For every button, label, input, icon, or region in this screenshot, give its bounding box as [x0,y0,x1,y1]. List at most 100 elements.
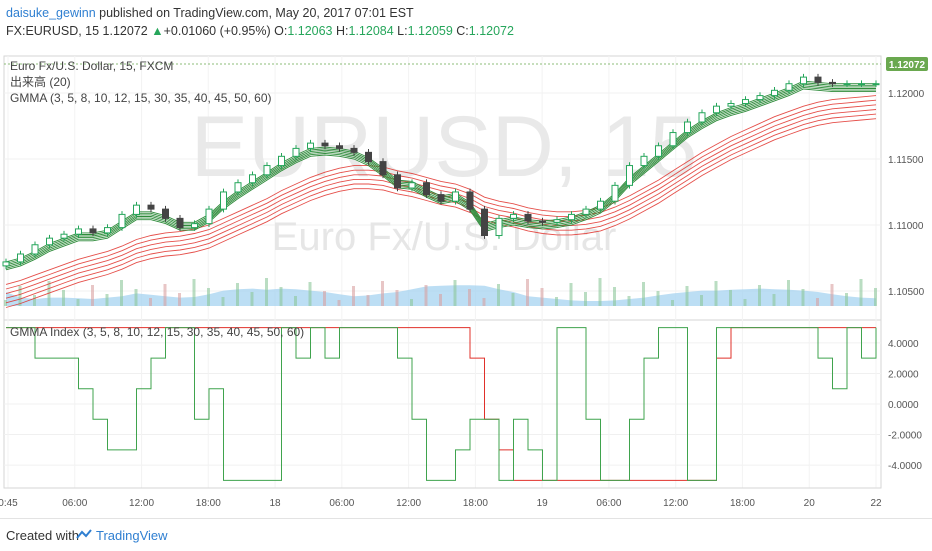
volume-bar [91,285,94,306]
legend-volume[interactable]: 出来高 (20) [10,74,71,89]
legend-gmma[interactable]: GMMA (3, 5, 8, 10, 12, 15, 30, 35, 40, 4… [10,91,272,105]
volume-bar [859,279,863,306]
index-axis-label: -2.0000 [888,431,922,442]
high-value: 1.12084 [348,24,394,38]
volume-bar [584,292,587,306]
candle-body [858,83,865,86]
candle-body [133,204,140,215]
candle-body [220,191,227,210]
candle-body [872,83,880,86]
candle-body [162,208,169,219]
long-ema-line [5,95,877,285]
volume-bar [569,283,573,306]
candle-body [539,220,546,223]
candle-body [829,81,836,85]
volume-bar [163,284,167,306]
volume-series [4,278,877,306]
volume-bar [352,286,355,306]
low-label: L: [397,24,408,38]
volume-bar [874,288,877,306]
volume-bar [758,285,761,306]
candle-body [321,142,329,147]
volume-bar [453,280,457,306]
legend-main[interactable]: Euro Fx/U.S. Dollar, 15, FXCM [10,59,173,73]
candle-body [640,155,648,167]
price-axis-label: 1.11000 [888,221,924,232]
volume-bar [526,279,529,306]
candle-body [684,121,691,134]
candle-body [481,208,488,237]
candle-body [742,99,749,105]
high-label: H: [336,24,349,38]
volume-bar [207,288,210,306]
candle-body [437,194,445,202]
volume-bar [540,288,544,306]
author-link[interactable]: daisuke_gewinn [6,6,96,20]
candle-body [75,228,82,235]
candle-body [292,147,300,157]
candle-body [104,227,111,234]
long-ema-ribbon [5,95,877,308]
candle-body [60,233,68,239]
volume-bar [149,298,152,306]
close-value: 1.12072 [468,24,514,38]
legend-index[interactable]: GMMA Index (3, 5, 8, 10, 12, 15, 30, 35,… [10,325,304,339]
volume-bar [105,294,109,306]
volume-bar [714,281,718,306]
volume-bar [613,287,616,306]
volume-bar [598,278,602,306]
volume-bar [18,286,22,306]
chart-header: daisuke_gewinn published on TradingView.… [0,0,932,44]
volume-bar [323,291,326,306]
volume-bar [787,280,790,306]
price-axis-label: 1.11500 [888,155,924,166]
volume-bar [497,284,500,306]
volume-bar [642,282,645,306]
candle-body [17,253,24,263]
candlestick-series [2,73,880,270]
candle-body [2,261,10,267]
chart-area[interactable]: EURUSD, 15 Euro Fx/U.S. Dollar Euro Fx/U… [0,44,932,518]
publish-line: daisuke_gewinn published on TradingView.… [6,6,414,20]
index-axis-label: 4.0000 [888,339,919,350]
candle-body [510,213,517,219]
time-axis-label: 12:00 [396,498,421,509]
candle-body [307,142,314,149]
volume-bar [192,279,196,306]
volume-bar [468,289,471,306]
candle-body [814,76,822,83]
price-pane[interactable] [3,55,882,321]
volume-bar [685,286,689,306]
candle-body [568,213,575,221]
time-axis-label: 18:00 [196,498,221,509]
time-axis[interactable]: 0:45 06:00 12:00 18:00 18 06:00 12:00 18:00 19 06… [0,487,882,509]
volume-bar [439,294,442,306]
candle-body [89,228,97,234]
candle-body [495,217,503,237]
candle-body [553,219,561,223]
volume-bar [265,278,268,306]
candle-body [771,89,778,97]
index-axis[interactable]: 4.0000 2.0000 0.0000 -2.0000 -4.0000 [888,339,922,472]
price-axis-label: 1.12000 [888,89,925,100]
candle-body [336,145,343,149]
volume-bar [294,296,297,306]
tradingview-logo-icon[interactable] [76,529,92,541]
volume-bar [482,298,486,306]
candle-body [46,237,53,246]
low-value: 1.12059 [407,24,453,38]
long-ema-line [5,104,877,295]
candle-body [423,182,430,196]
price-axis[interactable]: 1.12000 1.11500 1.11000 1.10500 [888,89,925,298]
volume-bar [395,290,399,306]
close-label: C: [456,24,469,38]
index-green-line [6,327,877,481]
tradingview-brand-link[interactable]: TradingView [96,528,168,543]
candle-body [655,145,662,157]
candle-body [626,165,633,186]
candle-body [727,103,735,107]
index-axis-label: 0.0000 [888,400,919,411]
gmma-index-series [6,327,877,481]
candle-body [524,213,532,222]
volume-bar [221,297,225,306]
